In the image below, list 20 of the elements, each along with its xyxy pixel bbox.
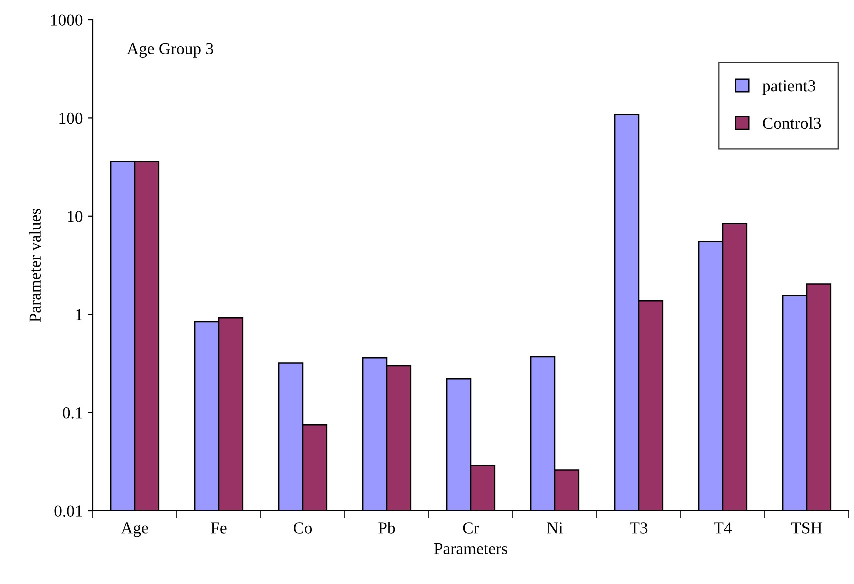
x-tick-label: Fe — [211, 522, 227, 534]
x-tick-label: Co — [294, 522, 312, 534]
x-tick-label: T4 — [714, 522, 732, 534]
y-tick-label: 1 — [76, 309, 82, 320]
y-axis-title: Parameter values — [29, 208, 42, 322]
x-tick-label: Ni — [547, 522, 564, 534]
legend-label: Control3 — [763, 117, 822, 130]
x-axis-title: Parameters — [434, 543, 508, 555]
y-tick-label: 0.01 — [54, 506, 82, 518]
x-tick-label: TSH — [792, 522, 822, 534]
y-tick-label: 0.1 — [63, 408, 82, 419]
legend-label: patient3 — [762, 80, 816, 96]
x-tick-label: T3 — [630, 522, 648, 534]
y-tick-label: 10 — [68, 211, 83, 222]
y-tick-label: 1000 — [51, 14, 83, 26]
x-tick-label: Cr — [463, 522, 480, 534]
x-tick-label: Age — [121, 522, 148, 538]
y-tick-label: 100 — [60, 112, 83, 124]
x-tick-label: Pb — [378, 522, 396, 534]
annotation: Age Group 3 — [127, 43, 214, 58]
